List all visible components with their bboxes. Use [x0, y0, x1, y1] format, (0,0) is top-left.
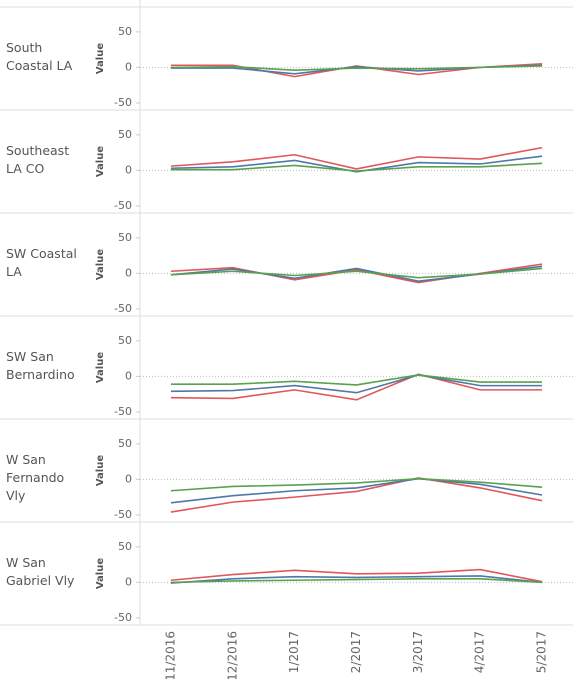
series-line	[170, 477, 543, 492]
x-tick-label: 11/2016	[163, 631, 177, 679]
series-line	[170, 578, 543, 584]
y-tick-label: -50	[114, 405, 132, 418]
y-tick-label: 50	[118, 437, 132, 450]
series-line	[170, 267, 543, 279]
y-tick-label: -50	[114, 302, 132, 315]
y-axis-title: Value	[95, 43, 106, 74]
facet-label: W San Gabriel Vly	[6, 555, 75, 588]
series-line	[170, 162, 543, 172]
series-line	[170, 477, 543, 504]
y-axis-title: Value	[95, 146, 106, 177]
series-line	[170, 63, 543, 78]
y-tick-label: 50	[118, 231, 132, 244]
y-tick-label: 0	[125, 369, 132, 382]
y-axis-title: Value	[95, 455, 106, 486]
x-tick-label: 5/2017	[535, 631, 549, 673]
facet-label: SW Coastal LA	[6, 246, 77, 279]
y-tick-label: 0	[125, 60, 132, 73]
y-tick-label: 0	[125, 575, 132, 588]
x-tick-label: 3/2017	[411, 631, 425, 673]
series-line	[170, 65, 543, 72]
series-line	[170, 374, 543, 394]
y-tick-label: 50	[118, 128, 132, 141]
y-tick-label: -50	[114, 96, 132, 109]
y-tick-label: 50	[118, 334, 132, 347]
series-line	[170, 146, 543, 170]
y-axis-title: Value	[95, 352, 106, 383]
series-line	[170, 373, 543, 401]
y-tick-label: -50	[114, 508, 132, 521]
y-tick-label: 50	[118, 25, 132, 38]
x-tick-label: 2/2017	[349, 631, 363, 673]
y-tick-label: 50	[118, 540, 132, 553]
y-tick-label: -50	[114, 611, 132, 624]
y-axis-title: Value	[95, 558, 106, 589]
y-axis-title: Value	[95, 249, 106, 280]
series-line	[170, 374, 543, 386]
series-line	[170, 568, 543, 583]
series-line	[170, 575, 543, 584]
facet-label: Southeast LA CO	[6, 143, 70, 176]
facet-label: SW San Bernardino	[6, 349, 75, 382]
y-tick-label: 0	[125, 163, 132, 176]
x-tick-label: 1/2017	[287, 631, 301, 673]
series-line	[170, 477, 543, 513]
x-tick-label: 4/2017	[473, 631, 487, 673]
y-tick-label: 0	[125, 472, 132, 485]
y-tick-label: 0	[125, 266, 132, 279]
facet-label: W San Fernando Vly	[6, 452, 65, 503]
y-tick-label: -50	[114, 199, 132, 212]
facet-label: South Coastal LA	[6, 40, 73, 73]
x-tick-label: 12/2016	[225, 631, 239, 679]
